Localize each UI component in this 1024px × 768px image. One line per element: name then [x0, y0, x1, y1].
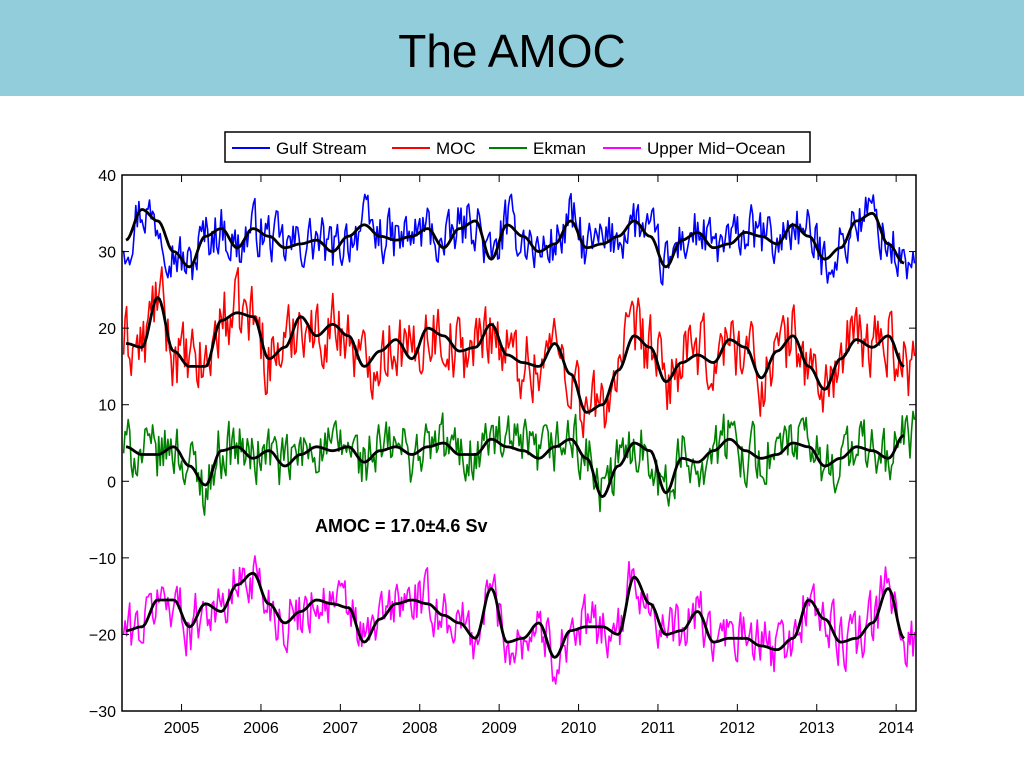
x-axis: 2005 2006 2007 2008 2009 2010 2011 2012 2013 2014	[164, 175, 914, 737]
smoothed-line-gulf-stream	[125, 208, 905, 269]
smoothed-series-layer	[125, 208, 905, 659]
x-tick-label: 2008	[402, 720, 438, 737]
legend: Gulf Stream MOC Ekman Upper Mid−Ocean	[224, 131, 811, 163]
x-tick-label: 2007	[323, 720, 359, 737]
legend-label-moc: MOC	[436, 139, 476, 158]
y-tick-label: 10	[98, 398, 116, 415]
raw-series-layer	[122, 192, 916, 685]
x-tick-label: 2014	[878, 720, 914, 737]
x-tick-label: 2012	[720, 720, 756, 737]
legend-label-ekman: Ekman	[533, 139, 586, 158]
x-tick-label: 2011	[641, 720, 676, 737]
x-tick-label: 2010	[561, 720, 597, 737]
legend-label-gulf-stream: Gulf Stream	[276, 139, 367, 158]
raw-line-moc	[122, 266, 916, 439]
amoc-annotation: AMOC = 17.0±4.6 Sv	[315, 516, 487, 536]
y-tick-label: −30	[89, 704, 116, 721]
x-tick-label: 2013	[799, 720, 835, 737]
smoothed-line-ekman	[125, 433, 905, 499]
smoothed-line-upper-mid-ocean	[125, 571, 905, 659]
y-tick-label: 20	[98, 321, 116, 338]
slide-title: The AMOC	[398, 25, 626, 77]
smoothed-line-moc	[125, 296, 905, 414]
y-tick-label: −20	[89, 627, 116, 644]
raw-line-gulf-stream	[122, 192, 916, 286]
raw-line-ekman	[122, 410, 916, 516]
y-tick-label: 40	[98, 168, 116, 185]
x-tick-label: 2009	[481, 720, 517, 737]
title-band	[0, 0, 1024, 96]
raw-line-upper-mid-ocean	[122, 555, 916, 685]
legend-label-upper-mid-ocean: Upper Mid−Ocean	[647, 139, 785, 158]
x-tick-label: 2005	[164, 720, 200, 737]
plot-frame	[121, 174, 917, 712]
y-axis: 40 30 20 10 0 −10 −20 −30	[89, 168, 916, 721]
y-tick-label: 0	[107, 474, 116, 491]
y-tick-label: 30	[98, 245, 116, 262]
y-tick-label: −10	[89, 551, 116, 568]
x-tick-label: 2006	[243, 720, 279, 737]
